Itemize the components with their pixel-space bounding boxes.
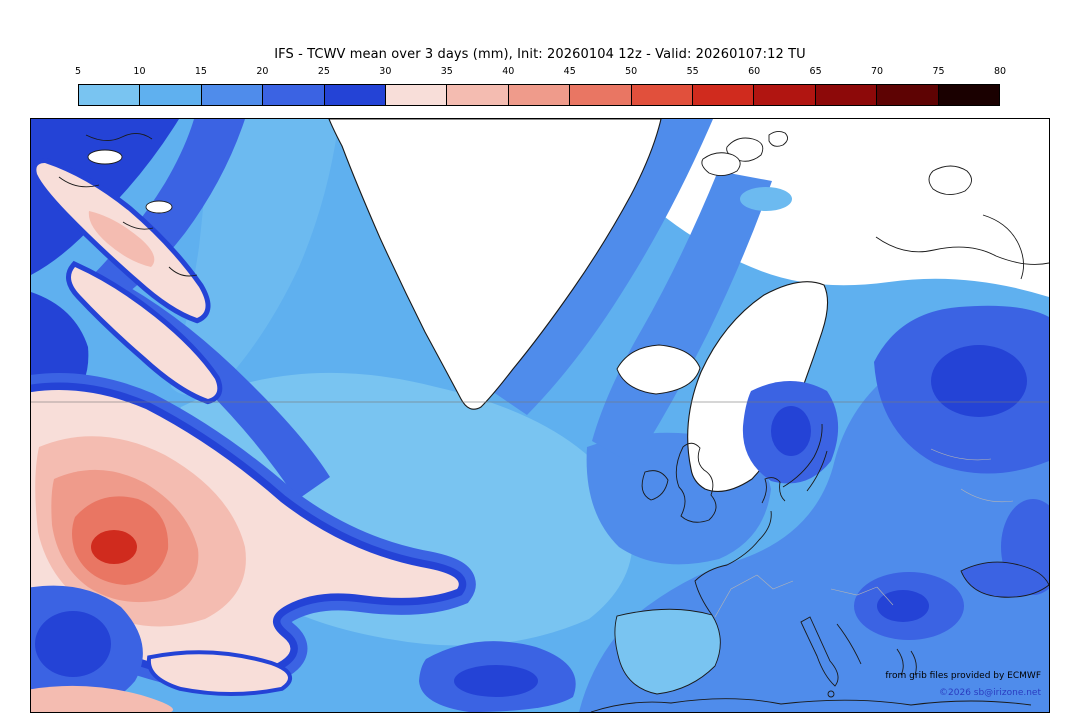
colorbar-segment xyxy=(754,85,816,105)
colorbar-tick-label: 70 xyxy=(871,66,884,77)
attribution-copyright: ©2026 sb@irizone.net xyxy=(939,687,1041,698)
colorbar-tick-label: 50 xyxy=(625,66,638,77)
map-attribution: from grib files provided by ECMWF ©2026 … xyxy=(885,668,1041,702)
uk-coastline xyxy=(675,442,717,523)
colorbar-tick-label: 40 xyxy=(502,66,515,77)
ireland-coastline xyxy=(641,470,669,501)
arctic-island xyxy=(145,200,173,214)
colorbar-tick-label: 55 xyxy=(686,66,699,77)
colorbar-tick-label: 25 xyxy=(317,66,330,77)
attribution-ecmwf: from grib files provided by ECMWF xyxy=(885,670,1041,681)
colorbar-tick-labels: 5 10 15 20 25 30 35 40 45 50 55 60 65 70 75 80 xyxy=(74,66,1006,79)
black-sea xyxy=(960,561,1049,598)
coastlines xyxy=(58,130,1049,712)
colorbar-segment xyxy=(79,85,141,105)
colorbar-tick-label: 75 xyxy=(932,66,945,77)
colorbar-segment xyxy=(693,85,755,105)
colorbar-segment xyxy=(447,85,509,105)
colorbar-tick-label: 35 xyxy=(440,66,453,77)
africa-coastline xyxy=(590,698,1032,712)
italy-coastline xyxy=(800,616,839,687)
colorbar-tick-label: 45 xyxy=(563,66,576,77)
colorbar-tick-label: 20 xyxy=(256,66,269,77)
colorbar xyxy=(78,84,1000,106)
arctic-russia-coastline xyxy=(875,214,1049,280)
colorbar-segment xyxy=(263,85,325,105)
greenland-sea-channel xyxy=(477,119,713,415)
baltic-coastline xyxy=(782,423,828,492)
page-title: IFS - TCWV mean over 3 days (mm), Init: … xyxy=(274,47,806,62)
colorbar-segment xyxy=(877,85,939,105)
colorbar-segment xyxy=(938,85,1000,105)
high-tcwv-region xyxy=(31,157,476,712)
country-borders xyxy=(714,448,1014,618)
colorbar-segment xyxy=(201,85,264,105)
adriatic-aegean-coastline xyxy=(836,623,917,676)
map-frame: from grib files provided by ECMWF ©2026 … xyxy=(30,118,1050,713)
colorbar-segment xyxy=(386,85,448,105)
iberia-coastline xyxy=(614,608,721,695)
colorbar-tick-label: 15 xyxy=(194,66,207,77)
france-coastline xyxy=(694,510,772,616)
colorbar-segment xyxy=(140,85,202,105)
greenland-landmass xyxy=(328,119,662,410)
canada-coastlines xyxy=(58,133,198,277)
colorbar-segment xyxy=(815,85,878,105)
arctic-island xyxy=(928,165,972,195)
colorbar-tick-label: 60 xyxy=(748,66,761,77)
svalbard-islands xyxy=(768,130,788,147)
greenland-sea-island xyxy=(701,152,741,176)
colorbar-segment xyxy=(508,85,571,105)
scandinavia-landmass xyxy=(687,281,829,492)
colorbar-segment xyxy=(570,85,632,105)
colorbar-tick-label: 10 xyxy=(133,66,146,77)
arctic-island xyxy=(87,149,123,165)
colorbar-segment xyxy=(324,85,387,105)
denmark-coastline xyxy=(761,477,786,504)
colorbar-tick-label: 65 xyxy=(809,66,822,77)
colorbar-tick-label: 80 xyxy=(993,66,1007,77)
colorbar-tick-label: 30 xyxy=(379,66,392,77)
colorbar-tick-label: 5 xyxy=(74,66,82,77)
tcwv-map xyxy=(31,119,1049,712)
sicily-coastline xyxy=(827,690,835,698)
iceland-landmass xyxy=(616,344,701,395)
colorbar-segment xyxy=(631,85,694,105)
